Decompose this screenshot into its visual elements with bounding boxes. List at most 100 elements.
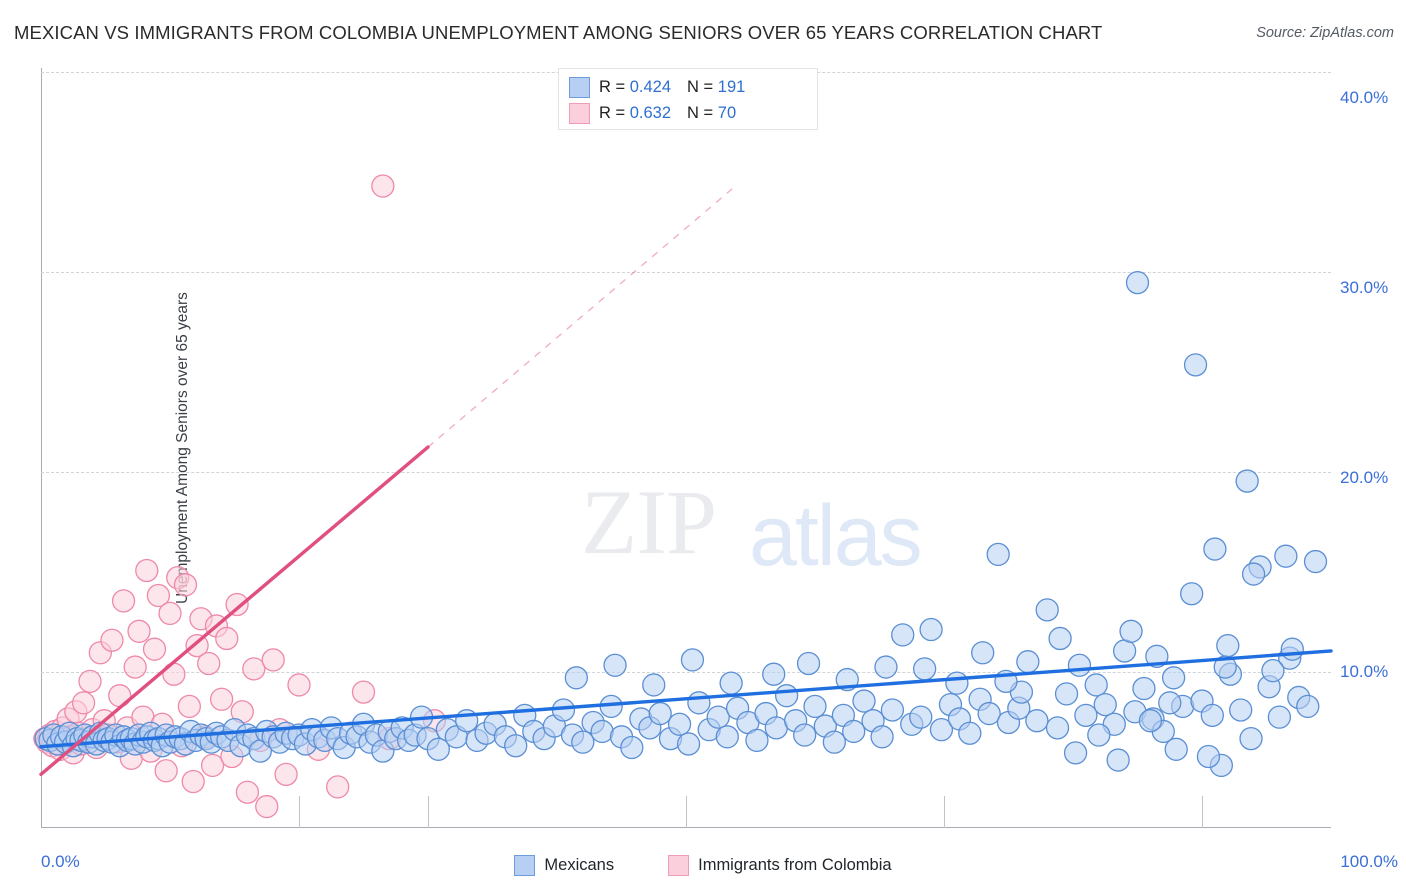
data-point: [1196, 744, 1221, 769]
data-point: [1119, 619, 1143, 643]
data-point: [1054, 682, 1079, 706]
legend-swatch-colombia-icon: [668, 854, 690, 876]
data-point: [127, 619, 151, 643]
scatter-series-layer: [33, 174, 1333, 819]
data-point: [158, 601, 182, 626]
data-point: [1093, 692, 1117, 717]
data-point: [1084, 673, 1108, 697]
data-point: [986, 542, 1010, 567]
data-point: [762, 662, 786, 686]
legend-item-mexicans[interactable]: Mexicans: [514, 854, 615, 876]
data-point: [1200, 703, 1224, 727]
x-tick: [299, 796, 300, 828]
data-point: [1203, 537, 1227, 561]
legend-swatch-mexicans-icon: [514, 854, 536, 876]
data-point: [706, 705, 730, 729]
data-point: [764, 716, 788, 740]
x-tick: [428, 796, 429, 828]
r-label: R =: [599, 77, 630, 96]
data-point: [1261, 658, 1285, 683]
data-point: [719, 671, 743, 695]
data-point: [1235, 469, 1259, 493]
data-point: [100, 628, 124, 652]
data-point: [919, 617, 943, 642]
data-point: [1303, 549, 1328, 574]
data-point: [715, 725, 739, 749]
x-tick: [944, 796, 945, 828]
y-tick-label-20: 20.0%: [1340, 468, 1389, 487]
data-point: [426, 737, 450, 761]
data-point: [274, 762, 298, 786]
data-point: [1087, 723, 1111, 747]
n-value: 70: [717, 103, 737, 122]
data-point: [620, 735, 644, 760]
data-point: [1025, 709, 1049, 733]
data-point: [123, 655, 147, 679]
data-point: [351, 680, 376, 704]
data-point: [880, 698, 905, 722]
data-point: [111, 589, 136, 613]
data-point: [971, 641, 995, 665]
x-axis-min-label: 0.0%: [41, 852, 80, 871]
r-label: R =: [599, 103, 630, 122]
data-point: [1229, 698, 1253, 722]
stats-text-colombia: R = 0.632 N = 70: [599, 104, 736, 123]
data-point: [1183, 353, 1208, 377]
data-point: [504, 734, 528, 758]
r-value: 0.424: [629, 77, 672, 96]
gridline-30: [41, 272, 1331, 273]
trendline-extension-immigrants-from-colombia: [427, 183, 739, 448]
data-point: [745, 728, 769, 753]
data-point: [1016, 650, 1040, 674]
data-point: [215, 626, 239, 651]
page-title: MEXICAN VS IMMIGRANTS FROM COLOMBIA UNEM…: [14, 22, 1103, 43]
data-point: [774, 684, 799, 708]
n-label: N =: [687, 77, 718, 96]
trendline-immigrants-from-colombia: [39, 445, 430, 777]
n-value: 191: [717, 77, 746, 96]
x-axis-max-label: 100.0%: [1340, 852, 1398, 871]
data-point: [197, 651, 221, 676]
data-point: [1216, 633, 1240, 658]
data-point: [1239, 726, 1263, 751]
data-point: [242, 657, 266, 681]
data-point: [200, 753, 225, 778]
data-point: [1164, 737, 1188, 761]
data-point: [371, 174, 395, 198]
data-point: [1074, 703, 1098, 727]
data-point: [135, 558, 159, 583]
plot-area: Unemployment Among Seniors over 65 years…: [33, 68, 1333, 828]
data-point: [225, 592, 249, 617]
legend-label-colombia: Immigrants from Colombia: [698, 855, 892, 874]
n-label: N =: [687, 103, 718, 122]
data-point: [146, 583, 171, 608]
data-point: [603, 653, 627, 677]
data-point: [958, 721, 982, 745]
source-label: Source: ZipAtlas.com: [1256, 25, 1394, 41]
gridline-10: [41, 672, 1331, 673]
correlation-stats-legend: R = 0.424 N = 191 R = 0.632 N = 70: [558, 68, 818, 130]
data-point: [793, 723, 817, 747]
data-point: [209, 687, 234, 711]
data-point: [648, 701, 672, 726]
data-point: [909, 705, 933, 729]
data-point: [667, 712, 692, 736]
legend-swatch-mexicans: [569, 76, 590, 98]
data-point: [1267, 705, 1292, 729]
legend-label-mexicans: Mexicans: [544, 855, 615, 874]
legend-item-colombia[interactable]: Immigrants from Colombia: [668, 854, 892, 876]
data-point: [1106, 748, 1130, 772]
data-point: [676, 732, 701, 756]
data-point: [71, 691, 96, 715]
data-point: [261, 648, 285, 672]
data-point: [1161, 666, 1186, 690]
data-point: [913, 657, 937, 681]
data-point: [78, 669, 102, 694]
data-point: [977, 701, 1001, 726]
r-value: 0.632: [629, 103, 672, 122]
data-point: [1048, 626, 1072, 651]
gridline-20: [41, 472, 1331, 473]
data-point: [822, 730, 846, 754]
data-point: [1213, 655, 1237, 679]
data-point: [1241, 562, 1266, 586]
